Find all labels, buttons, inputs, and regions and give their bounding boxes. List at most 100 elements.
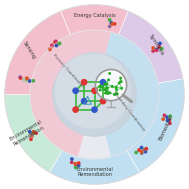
Circle shape [5, 5, 184, 184]
Circle shape [110, 22, 112, 24]
Circle shape [31, 134, 33, 136]
Circle shape [108, 25, 111, 28]
Circle shape [29, 131, 31, 133]
Circle shape [22, 78, 25, 81]
Circle shape [163, 114, 166, 116]
Circle shape [92, 88, 97, 93]
Circle shape [140, 146, 143, 149]
Circle shape [58, 42, 61, 45]
Circle shape [74, 163, 77, 166]
Circle shape [73, 107, 78, 112]
Circle shape [70, 161, 73, 163]
Circle shape [100, 80, 106, 85]
Circle shape [104, 83, 105, 85]
Circle shape [161, 48, 163, 50]
Circle shape [119, 82, 120, 84]
Text: Biomedical: Biomedical [158, 114, 174, 142]
Text: Primary Coordination: Primary Coordination [52, 53, 85, 88]
Circle shape [100, 86, 101, 88]
Circle shape [121, 88, 122, 89]
Circle shape [92, 107, 97, 112]
Circle shape [55, 44, 58, 47]
Circle shape [73, 88, 78, 93]
Circle shape [78, 162, 80, 164]
Circle shape [107, 93, 108, 94]
Circle shape [99, 89, 101, 91]
Circle shape [30, 138, 32, 140]
Circle shape [115, 86, 117, 88]
Circle shape [51, 44, 53, 47]
Wedge shape [61, 5, 128, 35]
Circle shape [169, 122, 171, 125]
Circle shape [77, 164, 80, 167]
Wedge shape [105, 33, 159, 156]
Wedge shape [127, 79, 184, 172]
Circle shape [138, 149, 140, 151]
Circle shape [95, 70, 127, 101]
Text: Environmental
Remendiation: Environmental Remendiation [9, 119, 46, 147]
Circle shape [31, 135, 33, 137]
Circle shape [141, 152, 143, 154]
Circle shape [105, 90, 107, 91]
Circle shape [32, 131, 35, 133]
Circle shape [166, 119, 169, 122]
Circle shape [112, 86, 113, 87]
Circle shape [109, 92, 111, 94]
Text: Sensing: Sensing [22, 41, 36, 60]
Circle shape [31, 132, 34, 134]
Circle shape [144, 148, 146, 151]
Circle shape [107, 87, 108, 89]
Circle shape [55, 40, 57, 43]
Circle shape [144, 151, 147, 153]
Circle shape [19, 77, 22, 79]
Circle shape [152, 47, 154, 49]
Circle shape [54, 41, 56, 43]
Circle shape [140, 150, 143, 153]
Circle shape [116, 89, 117, 90]
Circle shape [53, 53, 136, 136]
Circle shape [108, 79, 109, 81]
Circle shape [156, 48, 158, 50]
Circle shape [159, 42, 161, 45]
Circle shape [30, 30, 159, 159]
Circle shape [74, 166, 77, 169]
Circle shape [71, 158, 73, 160]
Circle shape [113, 23, 116, 25]
Circle shape [155, 49, 158, 52]
Circle shape [25, 80, 28, 82]
Circle shape [111, 23, 113, 25]
Circle shape [120, 77, 121, 79]
Text: Secondary Coordination: Secondary Coordination [112, 91, 145, 132]
Circle shape [162, 118, 164, 120]
Circle shape [116, 93, 118, 94]
Circle shape [32, 133, 34, 135]
Circle shape [35, 132, 37, 134]
Circle shape [135, 151, 137, 154]
Text: Environmental
Remendiation: Environmental Remendiation [76, 167, 113, 177]
Circle shape [105, 92, 106, 94]
Circle shape [145, 148, 148, 150]
Circle shape [152, 50, 154, 52]
Circle shape [29, 80, 31, 82]
Circle shape [120, 81, 122, 82]
Wedge shape [30, 30, 111, 156]
Circle shape [81, 80, 87, 85]
Circle shape [81, 98, 87, 104]
Circle shape [25, 77, 28, 80]
Circle shape [109, 73, 110, 74]
Wedge shape [50, 150, 139, 184]
Circle shape [166, 116, 168, 118]
Circle shape [101, 86, 103, 88]
Circle shape [105, 89, 106, 91]
Text: Synthesis: Synthesis [147, 33, 164, 57]
Wedge shape [5, 94, 62, 172]
Circle shape [19, 76, 21, 78]
Wedge shape [119, 11, 183, 83]
Circle shape [49, 48, 51, 51]
Circle shape [158, 46, 160, 48]
Circle shape [114, 94, 115, 95]
Wedge shape [5, 11, 70, 94]
Text: Energy Catalysis: Energy Catalysis [74, 13, 115, 18]
Circle shape [26, 77, 28, 79]
Circle shape [100, 98, 106, 104]
